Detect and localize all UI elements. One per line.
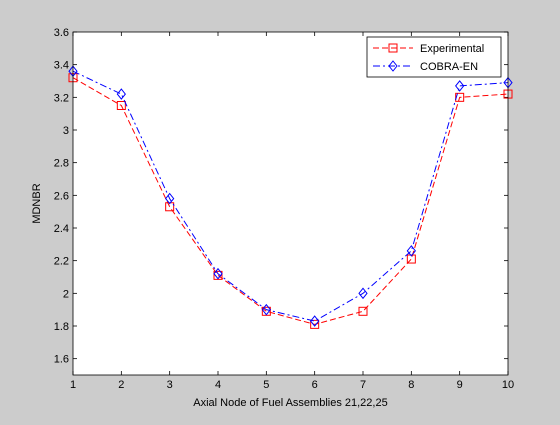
plot-frame xyxy=(72,31,509,376)
plot-area xyxy=(73,32,508,375)
legend-label-cobra-en: COBRA-EN xyxy=(420,61,478,73)
x-tick-label: 3 xyxy=(167,379,173,391)
legend-marker-cobra-en xyxy=(388,60,398,72)
x-tick-label: 8 xyxy=(408,379,414,391)
series-layer xyxy=(68,65,513,329)
data-point-cobra-en xyxy=(213,267,223,280)
y-tick-label: 2.8 xyxy=(54,158,69,170)
y-tick-label: 3.2 xyxy=(54,92,69,104)
data-point-cobra-en xyxy=(406,245,416,257)
series-line-cobra-en xyxy=(72,70,509,322)
x-tick-labels: 1 2 3 4 5 6 7 8 9 10 xyxy=(70,379,514,391)
x-tick-label: 6 xyxy=(312,379,318,391)
x-tick-label: 5 xyxy=(263,379,269,391)
legend: Experimental COBRA-EN xyxy=(366,36,502,78)
y-tick-label: 1.6 xyxy=(54,354,69,366)
y-tick-label: 2.4 xyxy=(54,223,69,235)
x-tick-label: 2 xyxy=(118,379,124,391)
data-point-experimental xyxy=(406,254,416,264)
y-tick-labels: 1.6 1.8 2 2.2 2.4 2.6 2.8 3 3.2 3.4 3.6 xyxy=(54,27,69,366)
data-point-experimental xyxy=(358,306,368,316)
series-line-experimental xyxy=(72,77,509,325)
x-tick-label: 9 xyxy=(457,379,463,391)
y-tick-label: 3.6 xyxy=(54,27,69,39)
data-point-cobra-en xyxy=(310,315,320,327)
x-axis-label: Axial Node of Fuel Assemblies 21,22,25 xyxy=(193,397,387,409)
data-point-cobra-en xyxy=(261,303,271,316)
y-tick-label: 2 xyxy=(63,288,69,300)
y-tick-label: 3 xyxy=(63,125,69,137)
data-point-experimental xyxy=(310,319,320,329)
data-point-cobra-en xyxy=(116,88,126,100)
data-point-cobra-en xyxy=(165,192,175,205)
y-tick-label: 1.8 xyxy=(54,321,69,333)
x-tick-label: 4 xyxy=(215,379,221,391)
y-tick-label: 3.4 xyxy=(54,60,69,72)
x-tick-label: 7 xyxy=(360,379,366,391)
y-tick-label: 2.2 xyxy=(54,256,69,268)
data-point-cobra-en xyxy=(455,80,465,92)
data-point-experimental xyxy=(455,92,465,102)
x-tick-label: 1 xyxy=(70,379,76,391)
data-point-experimental xyxy=(116,101,126,110)
legend-entries xyxy=(373,43,413,72)
y-axis-label: MDNBR xyxy=(31,183,43,223)
legend-marker-experimental xyxy=(388,43,398,53)
data-point-experimental xyxy=(165,202,175,212)
series-cobra-en xyxy=(68,65,513,327)
data-point-cobra-en xyxy=(358,287,368,300)
legend-label-experimental: Experimental xyxy=(420,43,484,55)
y-tick-label: 2.6 xyxy=(54,190,69,202)
axis-ticks xyxy=(72,31,509,375)
x-tick-label: 10 xyxy=(502,379,514,391)
